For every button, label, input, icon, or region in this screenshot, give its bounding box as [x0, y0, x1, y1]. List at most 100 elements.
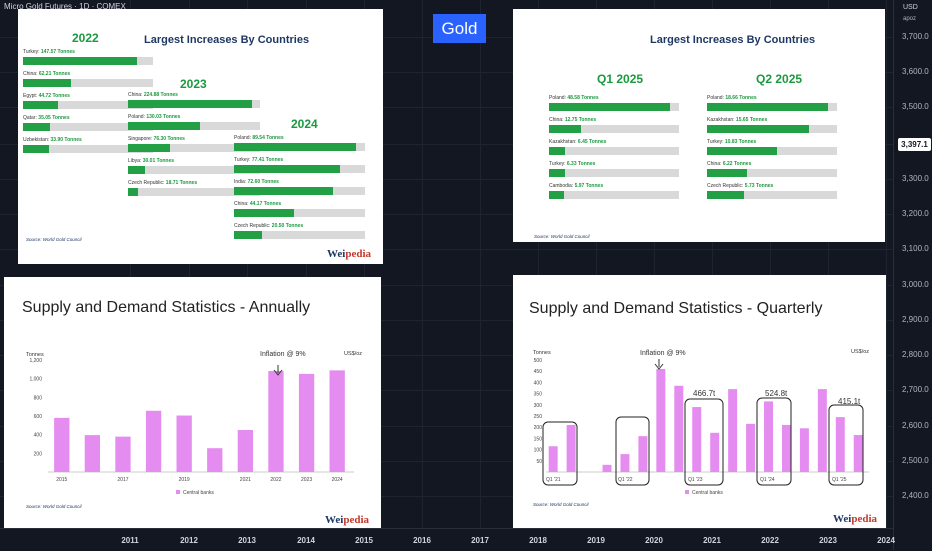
- price-label: 2,500.0: [902, 456, 929, 465]
- bar-label: Turkey: 147.57 Tonnes: [23, 49, 75, 55]
- bar-fill: [128, 188, 138, 196]
- arrow-icon: [273, 365, 283, 376]
- price-axis[interactable]: USD apoz 3,700.0 3,600.0 3,500.0 3,397.1 3,3…: [893, 0, 932, 550]
- x-tick-label: 2017: [117, 477, 128, 483]
- bar-fill: [707, 147, 777, 155]
- price-label: 3,500.0: [902, 102, 929, 111]
- bar-track: [23, 57, 153, 65]
- bar: [835, 417, 845, 472]
- time-label: 2012: [180, 536, 198, 545]
- symbol-title: Micro Gold Futures · 1D · COMEX: [4, 2, 126, 11]
- bar-track: [707, 125, 837, 133]
- time-label: 2018: [529, 536, 547, 545]
- bar-fill: [549, 169, 565, 177]
- x-tick-label: 2023: [301, 477, 312, 483]
- source-note: Source: World Gold Council: [534, 234, 590, 239]
- time-label: 2023: [819, 536, 837, 545]
- y-tick-label: 400: [34, 433, 43, 439]
- y-tick-label: 200: [34, 451, 43, 457]
- panel-annual-statistics: Supply and Demand Statistics - Annually …: [4, 277, 381, 528]
- group-heading: 2022: [72, 31, 99, 45]
- panel-title: Supply and Demand Statistics - Annually: [22, 299, 311, 316]
- y-tick-label: 100: [534, 448, 543, 454]
- price-label: 3,000.0: [902, 280, 929, 289]
- bar-fill: [128, 122, 200, 130]
- bar: [115, 436, 131, 472]
- bar: [817, 389, 827, 472]
- bar-track: [128, 100, 260, 108]
- time-label: 2015: [355, 536, 373, 545]
- bar-fill: [234, 231, 262, 239]
- highlight-box: [542, 421, 578, 486]
- bar: [145, 410, 162, 472]
- bar-track: [549, 147, 679, 155]
- time-label: 2011: [121, 536, 139, 545]
- bar-fill: [128, 166, 145, 174]
- bar: [268, 371, 284, 472]
- currency-label: USD: [903, 4, 918, 11]
- panel-title: Largest Increases By Countries: [650, 34, 816, 46]
- panel-largest-increases-annual: Largest Increases By Countries 2022 Turke…: [18, 9, 383, 264]
- bar-track: [549, 169, 679, 177]
- bar-fill: [707, 103, 828, 111]
- bar-label: Cambodia: 5.97 Tonnes: [549, 183, 604, 189]
- x-tick-label: 2022: [270, 477, 281, 483]
- bar: [710, 432, 720, 472]
- bar: [329, 370, 345, 472]
- x-tick-label: 2015: [56, 477, 67, 483]
- bar-fill: [23, 79, 71, 87]
- x-tick-label: Q1 '21: [546, 477, 561, 483]
- bar-track: [234, 187, 365, 195]
- bar-track: [707, 103, 837, 111]
- legend-swatch: [176, 490, 180, 494]
- bar: [799, 428, 809, 472]
- price-label: 2,700.0: [902, 385, 929, 394]
- time-label: 2021: [703, 536, 721, 545]
- bar: [176, 415, 192, 472]
- bar-label: Uzbekistan: 33.90 Tonnes: [23, 137, 82, 143]
- bar: [54, 417, 70, 472]
- price-unit-label: US$/oz: [851, 349, 870, 355]
- gold-label[interactable]: Gold: [433, 14, 486, 43]
- bar-fill: [707, 191, 744, 199]
- bar-label: China: 224.88 Tonnes: [128, 92, 178, 98]
- bar-track: [234, 209, 365, 217]
- price-label: 3,200.0: [902, 209, 929, 218]
- bar-label: China: 6.22 Tonnes: [707, 161, 752, 167]
- bar-label: China: 12.75 Tonnes: [549, 117, 597, 123]
- bar-fill: [234, 143, 356, 151]
- time-axis[interactable]: 2011 2012 2013 2014 2015 2016 2017 2018 2019 2020…: [0, 528, 895, 551]
- y-tick-label: 50: [536, 459, 542, 465]
- bar-fill: [23, 57, 137, 65]
- bar-label: Turkey: 6.33 Tonnes: [549, 161, 596, 167]
- x-tick-label: Q1 '25: [832, 477, 847, 483]
- y-tick-label: 250: [534, 414, 543, 420]
- current-price-tag: 3,397.1: [898, 138, 931, 151]
- bar-label: Poland: 48.58 Tonnes: [549, 95, 599, 101]
- bar-fill: [128, 100, 252, 108]
- bar-track: [234, 165, 365, 173]
- bar-label: Czech Republic: 5.73 Tonnes: [707, 183, 774, 189]
- y-unit-label: Tonnes: [533, 350, 551, 356]
- price-label: 3,100.0: [902, 244, 929, 253]
- price-label: 2,800.0: [902, 350, 929, 359]
- bar: [237, 430, 254, 472]
- source-note: Source: World Gold Council: [26, 504, 82, 509]
- bar-track: [23, 79, 153, 87]
- x-tick-label: 2021: [240, 477, 251, 483]
- y-tick-label: 1,200: [29, 358, 42, 364]
- bar-track: [549, 191, 679, 199]
- highlight-box: [615, 416, 650, 486]
- bar-fill: [707, 169, 747, 177]
- bar-track: [549, 103, 679, 111]
- y-tick-label: 1,000: [29, 377, 42, 383]
- bar-fill: [234, 209, 294, 217]
- bar-label: Poland: 89.54 Tonnes: [234, 135, 284, 141]
- y-tick-label: 500: [534, 358, 543, 364]
- bar-fill: [549, 147, 565, 155]
- panel-quarterly-statistics: Supply and Demand Statistics - Quarterly…: [513, 275, 886, 529]
- time-label: 2022: [761, 536, 779, 545]
- bar-fill: [549, 125, 581, 133]
- weipedia-logo: Weipedia: [833, 513, 878, 525]
- inflation-annotation: Inflation @ 9%: [640, 350, 686, 357]
